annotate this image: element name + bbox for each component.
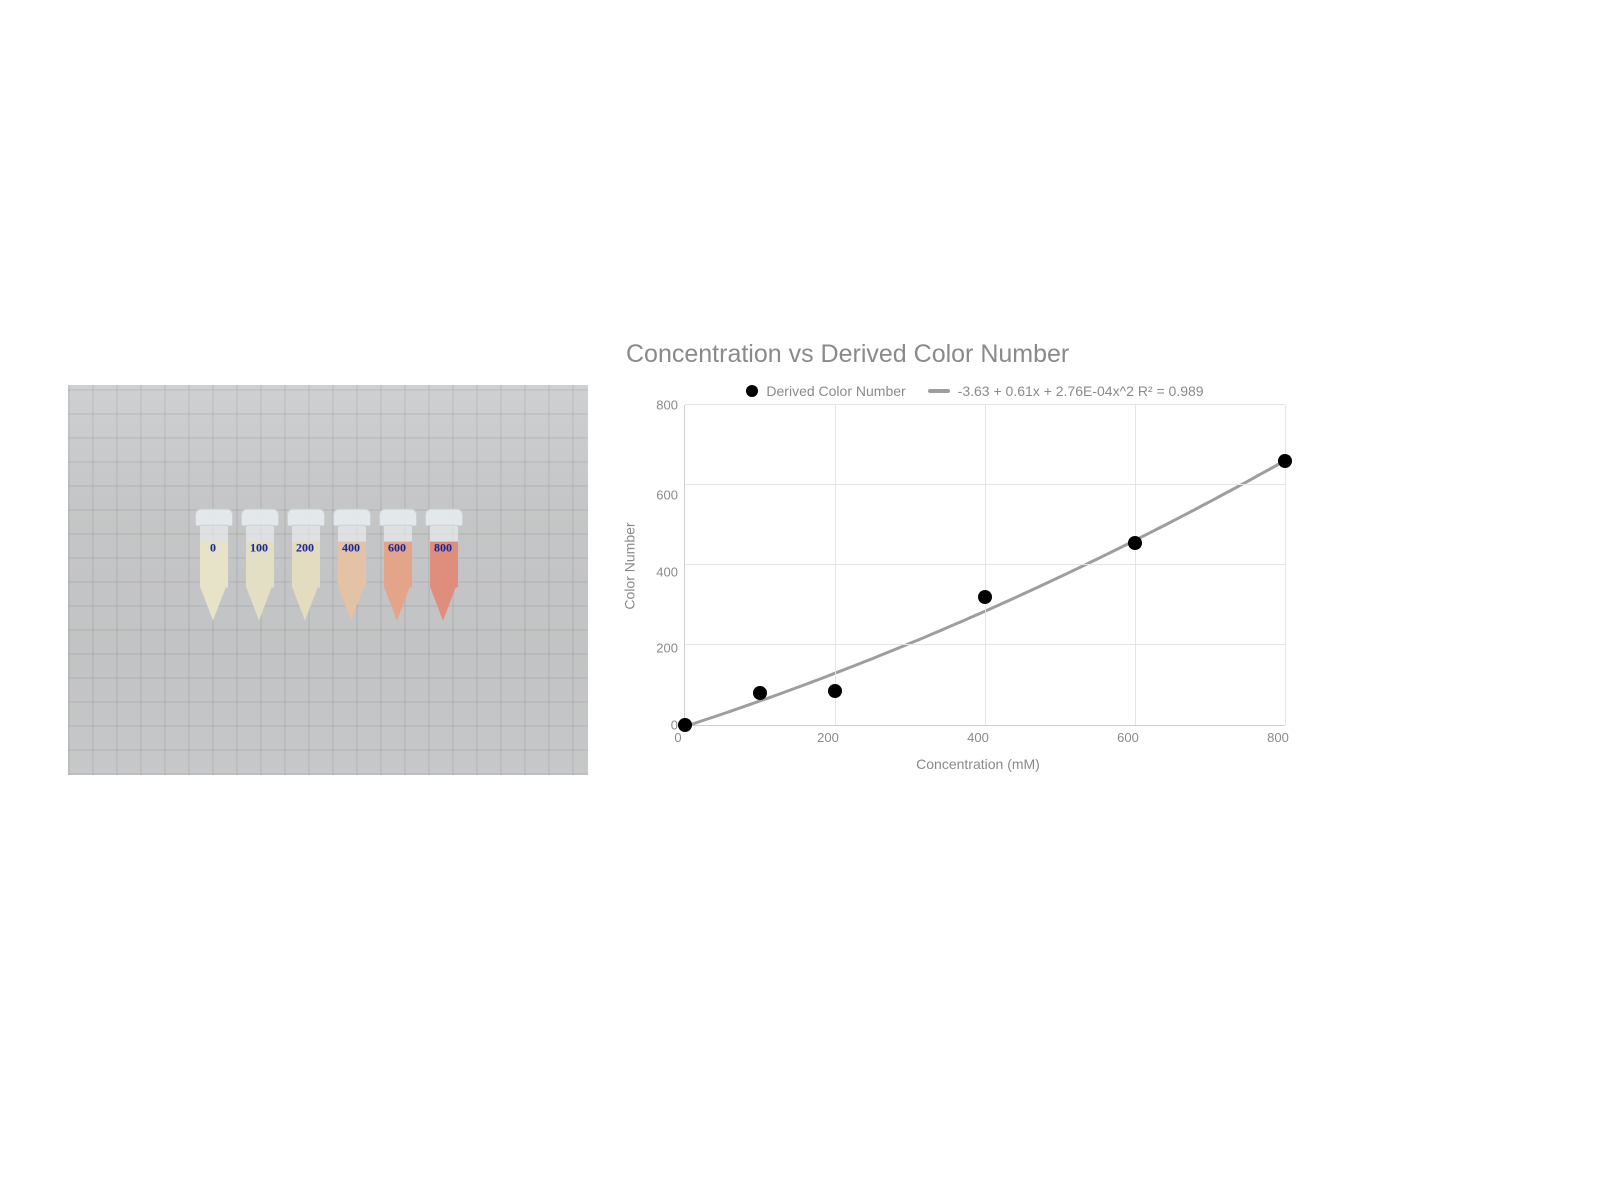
tube-label: 400 <box>331 541 371 556</box>
tube-cap <box>287 509 325 526</box>
figure-stage: 0 100 200 400 600 800 Concentration vs Derive… <box>0 0 1600 1200</box>
y-tick-label: 400 <box>656 565 678 578</box>
tube-body <box>383 525 413 588</box>
tube-tip <box>384 587 410 621</box>
tube-tip <box>292 587 318 621</box>
tube-0: 0 <box>193 521 233 631</box>
x-tick-label: 200 <box>817 730 839 745</box>
chart-title: Concentration vs Derived Color Number <box>626 340 1330 369</box>
legend-series-label: Derived Color Number <box>766 383 905 399</box>
tube-5: 800 <box>423 521 463 631</box>
legend-trendline-label: -3.63 + 0.61x + 2.76E-04x^2 R² = 0.989 <box>958 383 1204 399</box>
tube-body <box>291 525 321 588</box>
tube-body <box>429 525 459 588</box>
y-tick-label: 800 <box>656 399 678 412</box>
x-axis-ticks: 0200400600800 <box>678 726 1278 746</box>
x-tick-label: 0 <box>674 730 681 745</box>
x-tick-label: 600 <box>1117 730 1139 745</box>
gridline-v <box>1135 405 1136 725</box>
legend-series: Derived Color Number <box>746 383 905 399</box>
legend-trendline: -3.63 + 0.61x + 2.76E-04x^2 R² = 0.989 <box>928 383 1204 399</box>
y-axis-label-wrap: Color Number <box>620 405 640 726</box>
y-axis-label: Color Number <box>622 522 638 609</box>
gridline-v <box>835 405 836 725</box>
tube-cap <box>241 509 279 526</box>
tube-cap <box>425 509 463 526</box>
gridline-v <box>1285 405 1286 725</box>
plot-area <box>684 405 1285 726</box>
chart-panel: Concentration vs Derived Color Number De… <box>620 340 1330 808</box>
tube-tip <box>338 587 364 621</box>
tube-cap <box>333 509 371 526</box>
tube-label: 200 <box>285 541 325 556</box>
legend-line-icon <box>928 389 950 393</box>
tube-2: 200 <box>285 521 325 631</box>
data-point-3 <box>978 590 992 604</box>
gridline-v <box>985 405 986 725</box>
y-axis-ticks: 8006004002000 <box>640 405 684 725</box>
tube-body <box>337 525 367 588</box>
tube-cap <box>379 509 417 526</box>
x-axis-label: Concentration (mM) <box>678 756 1278 772</box>
y-tick-label: 600 <box>656 488 678 501</box>
tube-4: 600 <box>377 521 417 631</box>
tube-body <box>245 525 275 588</box>
tube-row: 0 100 200 400 600 800 <box>193 521 463 631</box>
data-point-5 <box>1278 454 1292 468</box>
tube-tip <box>246 587 272 621</box>
data-point-4 <box>1128 536 1142 550</box>
tube-label: 600 <box>377 541 417 556</box>
photo-panel: 0 100 200 400 600 800 <box>68 385 588 775</box>
x-tick-label: 800 <box>1267 730 1289 745</box>
data-point-2 <box>828 684 842 698</box>
y-tick-label: 200 <box>656 642 678 655</box>
x-tick-label: 400 <box>967 730 989 745</box>
tube-label: 100 <box>239 541 279 556</box>
tube-3: 400 <box>331 521 371 631</box>
tube-tip <box>200 587 226 621</box>
tube-label: 800 <box>423 541 463 556</box>
tube-1: 100 <box>239 521 279 631</box>
data-point-1 <box>753 686 767 700</box>
chart-legend: Derived Color Number -3.63 + 0.61x + 2.7… <box>620 383 1330 399</box>
tube-body <box>199 525 229 588</box>
tube-tip <box>430 587 456 621</box>
legend-dot-icon <box>746 385 758 397</box>
plot-wrap: Color Number 8006004002000 <box>620 405 1330 726</box>
tube-label: 0 <box>193 541 233 556</box>
tube-cap <box>195 509 233 526</box>
